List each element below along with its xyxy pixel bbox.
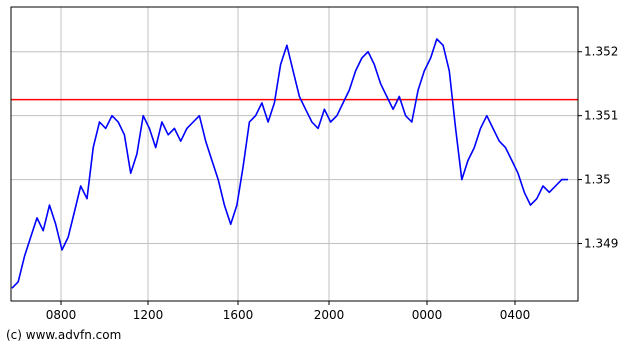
y-tick-label: 1.352 xyxy=(584,45,618,59)
y-tick-label: 1.351 xyxy=(584,109,618,123)
plot-background xyxy=(11,7,578,301)
y-tick-label: 1.35 xyxy=(584,173,611,187)
chart-grid xyxy=(11,7,578,301)
y-tick-label: 1.349 xyxy=(584,236,618,250)
y-axis-ticks: 1.349 1.35 1.351 1.352 xyxy=(578,45,618,250)
series-line xyxy=(11,38,568,289)
x-tick-label: 1200 xyxy=(133,308,164,322)
x-tick-label: 2000 xyxy=(314,308,345,322)
x-tick-label: 0800 xyxy=(46,308,77,322)
x-tick-label: 1600 xyxy=(223,308,254,322)
x-axis-ticks: 0800 1200 1600 2000 0000 0400 xyxy=(46,301,531,322)
x-tick-label: 0000 xyxy=(412,308,443,322)
plot-frame xyxy=(10,6,579,302)
source-credit: (c) www.advfn.com xyxy=(6,328,122,342)
series-group xyxy=(11,38,568,289)
x-tick-label: 0400 xyxy=(500,308,531,322)
